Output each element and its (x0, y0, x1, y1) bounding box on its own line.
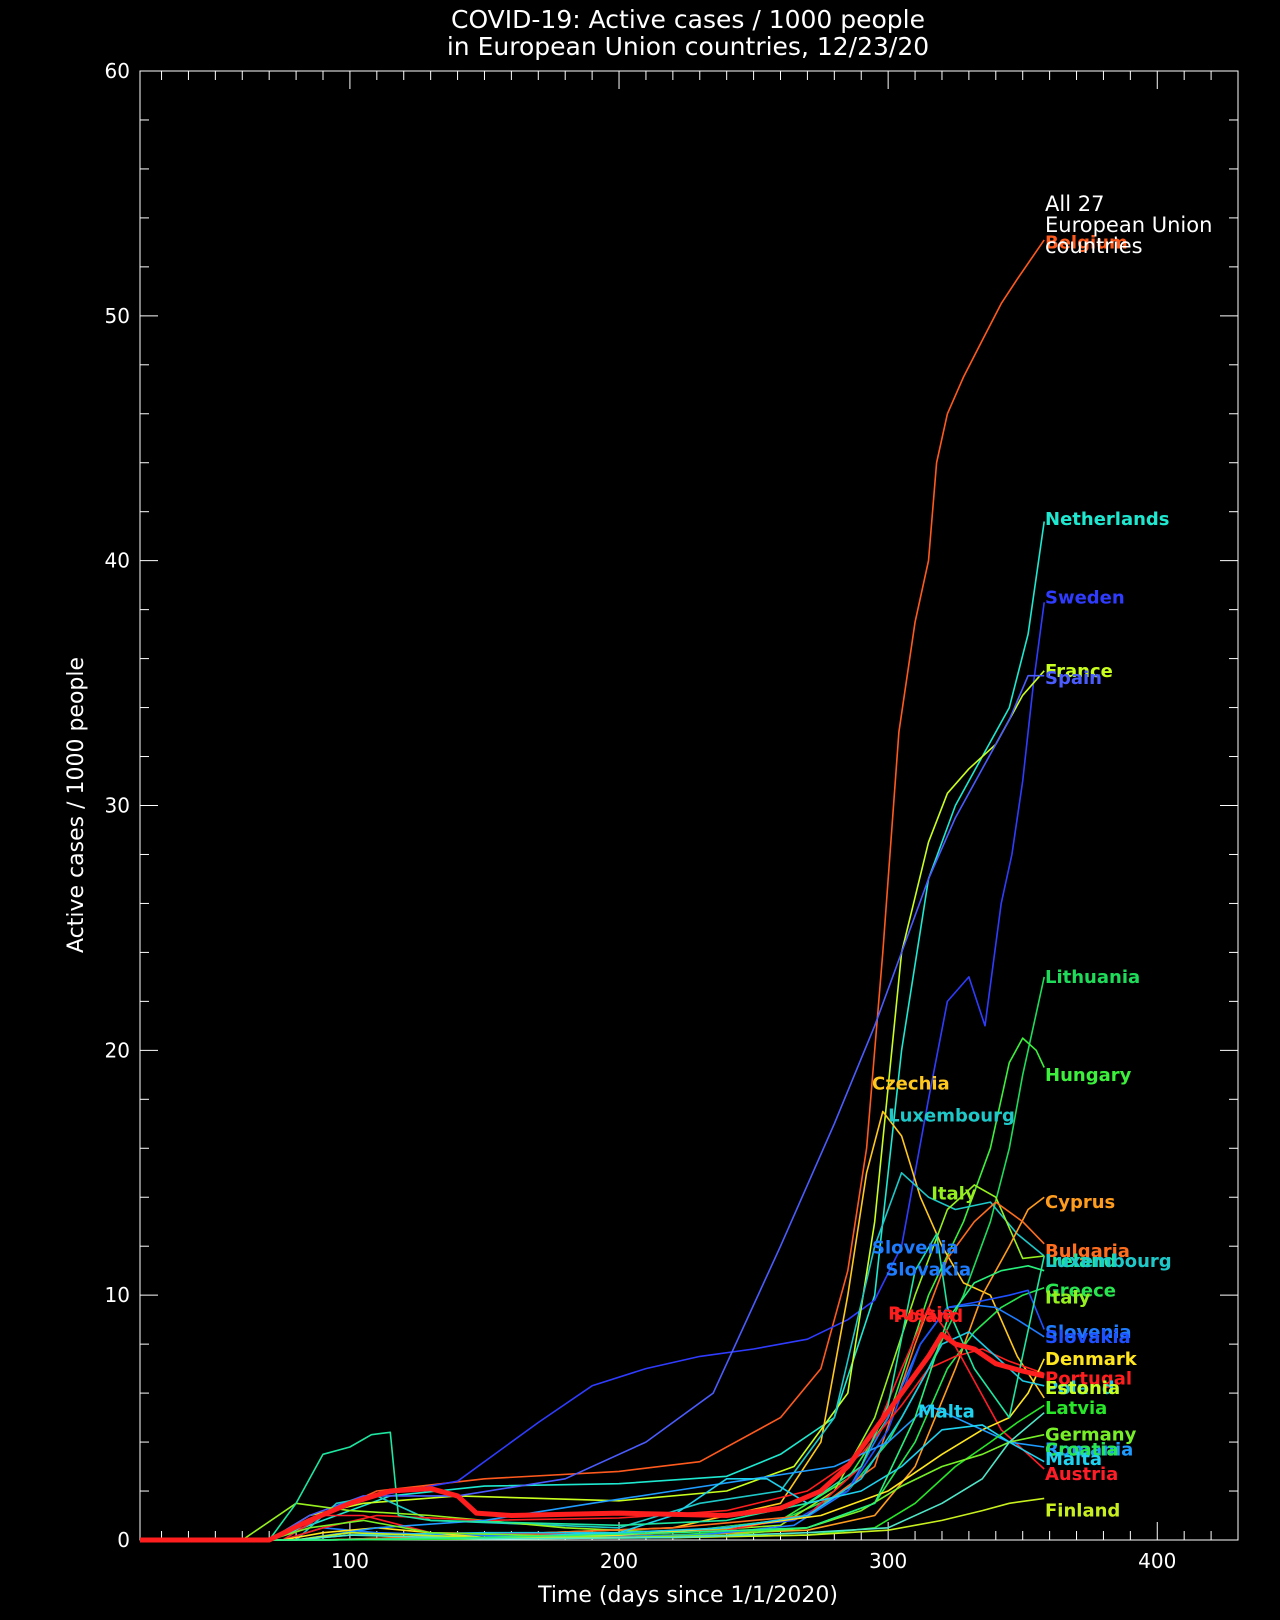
end-label-bulgaria: Bulgaria (1045, 1241, 1130, 1262)
series-line-estonia (140, 1412, 1045, 1541)
inline-label-slovenia: Slovenia (872, 1238, 959, 1259)
end-label-estonia: Estonia (1045, 1378, 1120, 1399)
series-line-germany (140, 1433, 1045, 1541)
y-tick-label: 30 (105, 794, 130, 818)
end-label-slovakia: Slovakia (1045, 1327, 1131, 1348)
end-label-croatia: Croatia (1045, 1439, 1119, 1460)
end-label-slovenia: Slovenia (1045, 1322, 1132, 1343)
inline-label-russia: Russia (888, 1304, 954, 1325)
end-label-belgium: Belgium (1045, 232, 1128, 253)
chart-title-line-1: COVID-19: Active cases / 1000 people (451, 5, 925, 34)
end-label-netherlands: Netherlands (1045, 509, 1170, 530)
inline-label-malta: Malta (918, 1402, 975, 1423)
inline-label-czechia: Czechia (872, 1074, 950, 1095)
end-label-france: France (1045, 661, 1113, 682)
inline-label-slovakia: Slovakia (885, 1260, 971, 1281)
end-label-portugal: Portugal (1045, 1368, 1132, 1389)
series-line-ireland (140, 1233, 1045, 1541)
end-label-sweden: Sweden (1045, 587, 1125, 608)
x-tick-label: 100 (331, 1549, 369, 1573)
inline-label-italy: Italy (931, 1184, 977, 1205)
plot-axes: 100 200 300 400 0 10 20 30 40 50 60 (105, 59, 1239, 1573)
series-line-denmark (140, 1358, 1045, 1541)
end-label-hungary: Hungary (1045, 1065, 1132, 1086)
series-line-belgium (140, 239, 1045, 1541)
y-tick-label: 60 (105, 59, 130, 83)
y-tick-label: 10 (105, 1283, 130, 1307)
chart-title-line-2: in European Union countries, 12/23/20 (447, 32, 929, 61)
end-label-cyprus: Cyprus (1045, 1192, 1115, 1213)
end-label-denmark: Denmark (1045, 1349, 1138, 1370)
end-label-ireland: Ireland (1045, 1251, 1117, 1272)
end-label-spain: Spain (1045, 668, 1102, 689)
end-label-greece: Greece (1045, 1280, 1116, 1301)
y-tick-label: 20 (105, 1038, 130, 1062)
y-tick-label: 0 (117, 1528, 130, 1552)
end-label-italy: Italy (1045, 1288, 1091, 1309)
y-tick-label: 40 (105, 549, 130, 573)
eu-label-line: European Union (1045, 213, 1212, 237)
end-label-luxembourg: Luxembourg (1045, 1251, 1172, 1272)
end-label-germany: Germany (1045, 1425, 1137, 1446)
series-line-italy (140, 1184, 1045, 1541)
end-label-latvia: Latvia (1045, 1398, 1107, 1419)
x-axis-label: Time (days since 1/1/2020) (537, 1583, 838, 1608)
series-line-croatia (140, 1265, 1045, 1541)
end-label-poland: Poland (1045, 1378, 1115, 1399)
end-label-romania: Romania (1045, 1439, 1133, 1460)
eu-average-line-path (140, 1331, 1045, 1543)
series-line-finland (140, 1497, 1045, 1541)
series-line-austria (140, 1306, 1045, 1541)
series-line-spain (140, 674, 1045, 1541)
y-axis-label: Active cases / 1000 people (64, 657, 89, 953)
end-label-malta: Malta (1045, 1449, 1102, 1470)
end-label-austria: Austria (1045, 1464, 1118, 1485)
eu-average-line (140, 1331, 1045, 1543)
x-tick-label: 200 (600, 1549, 638, 1573)
y-tick-label: 50 (105, 304, 130, 328)
inline-label-poland: Poland (894, 1306, 964, 1327)
series-line-sweden (140, 602, 1045, 1541)
eu-label-line: countries (1045, 234, 1143, 258)
x-tick-label: 300 (869, 1549, 907, 1573)
x-tick-label: 400 (1138, 1549, 1176, 1573)
eu-label-line: All 27 (1045, 192, 1104, 216)
inline-label-luxembourg: Luxembourg (888, 1105, 1015, 1126)
end-label-lithuania: Lithuania (1045, 967, 1140, 988)
end-label-finland: Finland (1045, 1501, 1120, 1522)
